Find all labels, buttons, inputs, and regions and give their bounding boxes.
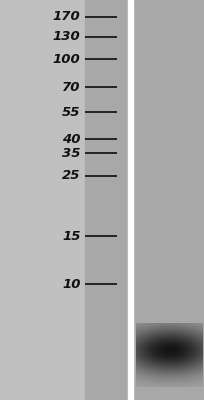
Text: 10: 10	[62, 278, 81, 290]
Text: 100: 100	[53, 53, 81, 66]
Text: 55: 55	[62, 106, 81, 118]
Text: 35: 35	[62, 147, 81, 160]
Text: 40: 40	[62, 133, 81, 146]
Text: 170: 170	[53, 10, 81, 23]
Text: 15: 15	[62, 230, 81, 242]
Text: 70: 70	[62, 81, 81, 94]
Bar	[128, 0, 133, 400]
Text: 130: 130	[53, 30, 81, 43]
Text: 25: 25	[62, 170, 81, 182]
Bar	[85, 0, 204, 400]
